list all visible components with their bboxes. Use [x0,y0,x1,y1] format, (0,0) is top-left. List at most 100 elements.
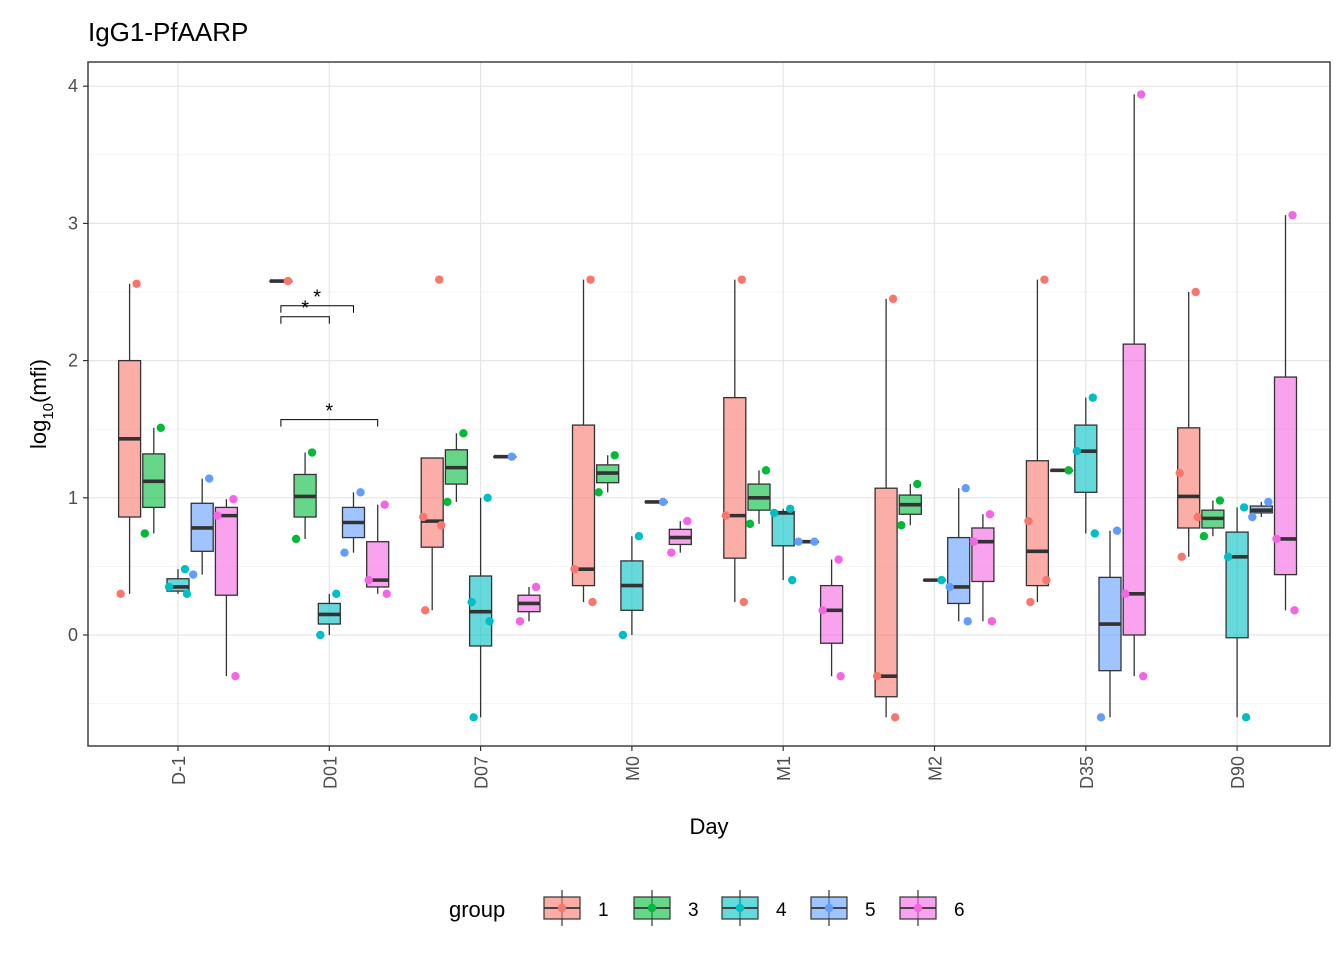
data-point [963,617,972,626]
data-point [1239,503,1249,512]
legend-label: 4 [776,900,787,921]
data-point [761,466,771,475]
legend-label: 5 [865,900,876,921]
data-point [610,451,619,460]
data-point [634,532,644,541]
chart-title: IgG1-PfAARP [88,17,248,47]
data-point [594,488,603,497]
box-iqr [571,424,596,587]
data-point [140,529,149,538]
box-D-1-group-3 [140,423,166,538]
data-point [435,275,444,284]
y-tick-label: 1 [68,488,78,508]
data-point [382,589,391,599]
data-point [1137,90,1146,99]
box-iqr [874,487,898,698]
box-iqr [723,396,747,559]
data-point [1290,606,1299,615]
data-point [156,423,165,433]
box-D35-group-4 [1072,393,1100,538]
data-point [913,479,922,489]
box-D-1-group-6 [213,494,240,681]
data-point [745,519,755,529]
data-point [1072,446,1082,456]
box-D35-group-6 [1121,90,1148,681]
data-point [937,575,946,585]
box-M1-group-4 [770,504,797,585]
box-D01-group-1 [269,276,293,286]
box-D90-group-1 [1175,287,1202,561]
significance-label: * [313,287,321,309]
box-iqr [819,584,844,644]
data-point [586,275,595,284]
x-tick-label: M1 [774,756,794,781]
bracket-line [280,316,330,324]
data-point [836,671,845,681]
legend-title: group [449,897,505,922]
data-point [316,630,325,640]
significance-bracket: * [280,298,330,324]
y-axis: 0 1 2 3 4 [68,76,88,645]
data-point [667,548,676,557]
data-point [1288,210,1297,220]
box-iqr [214,506,239,596]
box-D-1-group-4 [164,564,192,599]
data-point [1040,275,1049,284]
legend-label: 1 [598,900,609,921]
box-iqr [366,541,390,588]
data-point [116,589,125,599]
x-tick-label: D07 [472,756,492,789]
data-point [737,275,746,284]
data-point [340,548,349,557]
gridlines [88,62,1330,746]
data-point [770,508,779,518]
data-point [987,617,997,626]
box-layer [116,90,1299,722]
data-point [483,493,492,502]
box-M0-group-1 [570,275,597,607]
x-tick-label: M2 [926,756,946,781]
data-point [739,597,748,607]
box-iqr [1177,427,1201,529]
box-iqr [420,457,444,548]
y-tick-label: 2 [68,351,78,371]
data-point [459,429,468,438]
x-axis: D-1 D01 D07 M0 M1 M2 D35 D90 [169,746,1248,789]
data-point [1175,468,1184,478]
legend-key-point [824,903,834,913]
x-tick-label: D90 [1228,756,1248,789]
y-tick-label: 3 [68,213,78,233]
bracket-line [280,419,379,427]
data-point [721,511,730,520]
data-point [189,570,198,579]
data-point [291,534,301,544]
legend-key-point [913,903,923,913]
box-D-1-group-5 [189,474,214,579]
plot-border [87,61,1331,747]
legend: group 1 3 4 5 6 [449,890,965,926]
data-point [1112,526,1122,535]
y-tick-label: 4 [68,76,78,96]
box-iqr [1074,424,1098,493]
data-point [205,474,214,483]
data-point [213,511,222,520]
y-tick-label: 0 [68,625,78,645]
data-point [467,597,476,607]
data-point [872,671,882,681]
data-point [515,617,525,626]
significance-label: * [325,401,333,423]
box-D07-group-1 [419,275,446,615]
box-M2-group-4 [922,575,947,585]
data-point [437,521,446,530]
legend-item-4: 4 [721,890,787,926]
data-point [888,294,898,304]
box-D01-group-3 [291,448,317,544]
data-point [1191,287,1200,297]
legend-key-point [735,903,745,913]
box-D90-group-6 [1272,210,1299,615]
data-point [507,452,516,461]
data-point [1096,713,1106,722]
data-point [1177,552,1186,561]
data-point [1088,393,1098,402]
